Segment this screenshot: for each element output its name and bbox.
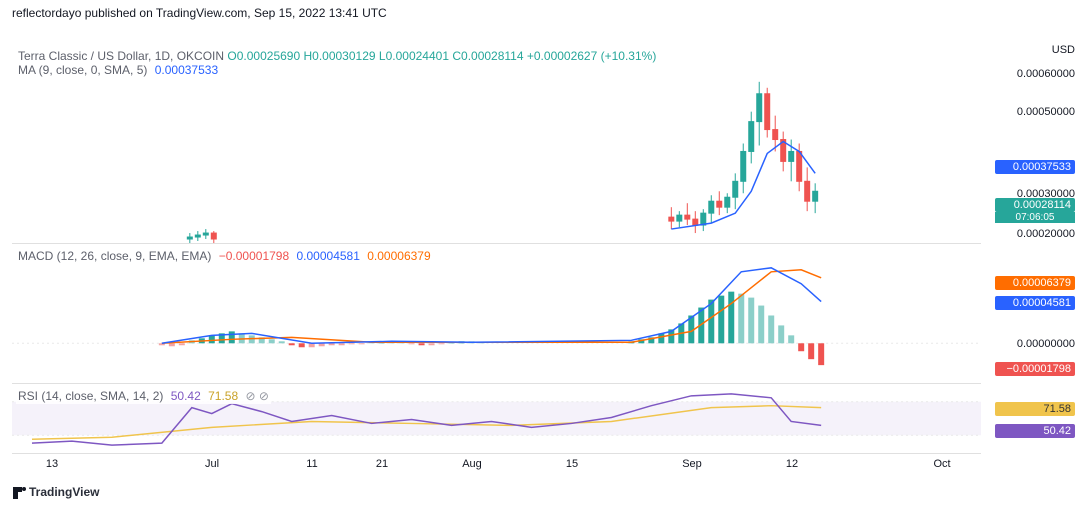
rsi-val: 50.42 (171, 389, 201, 403)
x-tick: Aug (462, 458, 482, 470)
y-label: 0.00020000 (1017, 228, 1075, 240)
countdown: 07:06:05 (995, 212, 1075, 223)
x-tick: Sep (682, 458, 702, 470)
watermark-text: TradingView (29, 485, 99, 499)
ohlc-l-label: L (379, 49, 386, 63)
tradingview-icon (12, 486, 26, 500)
ohlc-c-label: C (452, 49, 461, 63)
axis-value-tag: 0.00004581 (995, 296, 1075, 310)
price-panel[interactable]: Terra Classic / US Dollar, 1D, OKCOIN O0… (12, 44, 981, 244)
symbol-title: Terra Classic / US Dollar, 1D, OKCOIN (18, 49, 224, 63)
ohlc-o: 0.00025690 (237, 49, 300, 63)
y-axis-header: USD (1052, 44, 1075, 56)
axis-value-tag: 0.00028114 (995, 198, 1075, 212)
x-tick: 21 (376, 458, 388, 470)
ma-value: 0.00037533 (155, 63, 218, 77)
macd-legend: MACD (12, 26, close, 9, EMA, EMA) −0.000… (16, 248, 433, 264)
x-axis: 13 Jul 11 21 Aug 15 Sep 12 Oct (12, 454, 981, 479)
ma-title: MA (9, close, 0, SMA, 5) (18, 63, 147, 77)
y-label: 0.00060000 (1017, 68, 1075, 80)
axis-value-tag: −0.00001798 (995, 362, 1075, 376)
published-on: published on (85, 6, 153, 20)
ohlc-c: 0.00028114 (461, 49, 524, 63)
ohlc-h-label: H (303, 49, 312, 63)
macd-hist-val: −0.00001798 (219, 249, 289, 263)
publish-header: reflectordayo published on TradingView.c… (0, 0, 1079, 26)
ohlc-h: 0.00030129 (312, 49, 375, 63)
x-tick: 13 (46, 458, 58, 470)
rsi-title: RSI (14, close, SMA, 14, 2) (18, 389, 163, 403)
site: TradingView.com (156, 6, 247, 20)
macd-plot (12, 244, 981, 383)
macd-title: MACD (12, 26, close, 9, EMA, EMA) (18, 249, 211, 263)
chart-container: Terra Classic / US Dollar, 1D, OKCOIN O0… (0, 26, 1079, 494)
publish-date: Sep 15, 2022 13:41 UTC (254, 6, 387, 20)
rsi-ma-val: 71.58 (208, 389, 238, 403)
axis-value-tag: 0.00037533 (995, 160, 1075, 174)
tradingview-watermark: TradingView (12, 485, 99, 500)
y-axis: USD 0.000600000.000500000.000300000.0002… (985, 44, 1079, 462)
macd-sig-val: 0.00006379 (367, 249, 430, 263)
rsi-extra-icons: ⊘ ⊘ (245, 389, 268, 403)
ohlc-chg-pct: (+10.31%) (601, 49, 657, 63)
x-tick: 11 (306, 458, 317, 470)
ohlc-l: 0.00024401 (386, 49, 449, 63)
x-tick: Oct (933, 458, 950, 470)
rsi-legend: RSI (14, close, SMA, 14, 2) 50.42 71.58 … (16, 388, 271, 404)
axis-value-tag: 50.42 (995, 424, 1075, 438)
rsi-panel[interactable]: RSI (14, close, SMA, 14, 2) 50.42 71.58 … (12, 384, 981, 454)
x-tick: 15 (566, 458, 578, 470)
ohlc-chg: +0.00002627 (527, 49, 597, 63)
price-panel-legend: Terra Classic / US Dollar, 1D, OKCOIN O0… (16, 48, 658, 78)
author: reflectordayo (12, 6, 81, 20)
macd-zero-label: 0.00000000 (1017, 338, 1075, 350)
axis-value-tag: 0.00006379 (995, 276, 1075, 290)
macd-panel[interactable]: MACD (12, 26, close, 9, EMA, EMA) −0.000… (12, 244, 981, 384)
macd-macd-val: 0.00004581 (296, 249, 359, 263)
ohlc-o-label: O (227, 49, 236, 63)
x-tick: 12 (786, 458, 798, 470)
y-label: 0.00050000 (1017, 106, 1075, 118)
x-tick: Jul (205, 458, 219, 470)
axis-value-tag: 71.58 (995, 402, 1075, 416)
